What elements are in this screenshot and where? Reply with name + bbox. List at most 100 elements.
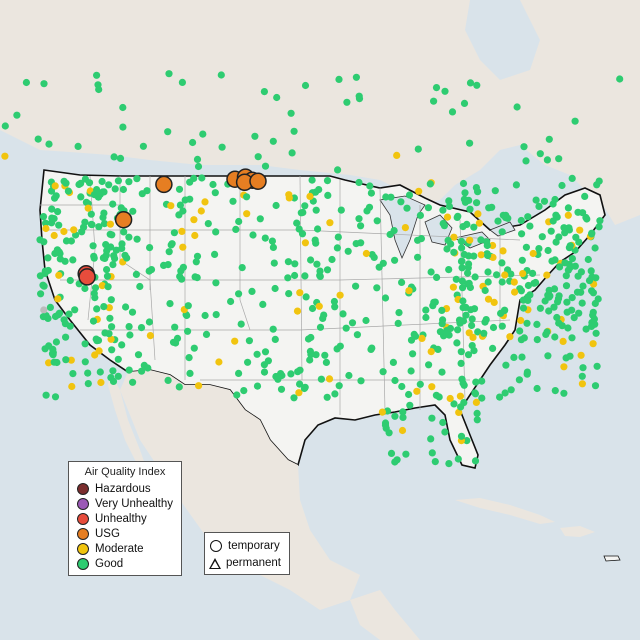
monitor-dot [301,272,309,280]
monitor-dot [193,155,202,163]
monitor-dot [551,333,559,341]
monitor-dot [212,311,220,319]
monitor-dot [471,457,480,465]
monitor-dot [532,196,540,204]
monitor-dot [335,75,343,83]
monitor-dot [235,290,243,298]
monitor-dot [93,186,101,194]
monitor-dot [285,191,293,199]
monitor-dot [517,316,525,325]
monitor-dot [357,239,365,247]
monitor-dot [405,191,414,199]
legend-item-temporary: temporary [210,539,280,553]
monitor-dot [535,202,543,210]
monitor-dot [92,335,100,343]
monitor-dot [342,324,350,332]
monitor-dot [114,177,122,185]
monitor-dot [429,302,437,310]
monitor-dot [398,382,406,391]
monitor-dot [460,250,468,259]
monitor-dot [415,187,423,195]
monitor-dot [448,108,457,116]
monitor-dot [453,339,461,347]
monitor-dot [245,337,253,345]
monitor-dot [41,345,49,353]
monitor-dot [489,253,497,261]
monitor-dot [99,254,107,262]
monitor-dot [248,287,256,295]
monitor-dot [460,99,469,107]
monitor-dot [36,272,45,280]
monitor-dot [399,413,407,421]
monitor-dot [563,308,571,316]
monitor-dot [555,292,563,300]
monitor-dot [308,304,317,313]
monitor-dot [596,217,604,225]
monitor-dot [129,378,137,386]
legend-item-moderate: Moderate [77,542,144,556]
monitor-dot [167,202,175,210]
monitor-dot [460,381,468,389]
monitor-dot [296,366,304,374]
monitor-dot [323,393,331,401]
aqi-legend-title: Air Quality Index [84,466,166,478]
monitor-dot [353,331,361,339]
monitor-dot [40,80,48,88]
monitor-dot [104,283,112,291]
monitor-dot [547,227,555,235]
monitor-dot [301,239,309,247]
monitor-dot [46,303,55,311]
monitor-dot [575,238,583,246]
monitor-dot [584,255,592,264]
monitor-dot [183,311,191,320]
monitor-dot [316,323,325,331]
monitor-dot [55,221,63,229]
monitor-dot [121,251,129,259]
monitor-dot [95,223,103,231]
monitor-dot [591,244,599,252]
monitor-dot [428,383,436,391]
hispaniola-island [560,526,595,537]
monitor-dot [288,149,296,157]
monitor-dot [136,282,144,291]
monitor-dot [45,140,53,148]
monitor-dot [316,267,324,275]
monitor-dot [466,236,474,244]
monitor-dot [373,284,381,292]
monitor-dot [473,409,481,417]
monitor-dot [470,305,479,313]
monitor-dot [489,241,497,250]
monitor-dot [470,252,478,260]
monitor-dot [589,311,597,319]
monitor-dot [317,375,325,383]
legend-label: Unhealthy [95,513,147,525]
monitor-dot [416,211,424,219]
monitor-dot [81,218,89,226]
monitor-dot [217,71,225,79]
moderate-swatch [77,543,89,555]
monitor-dot [328,255,336,264]
monitor-dot [71,306,79,314]
monitor-dot [296,289,304,297]
monitor-dot [334,233,342,241]
monitor-dot [322,358,330,366]
monitor-dot [48,205,56,213]
monitor-dot [558,181,566,190]
monitor-dot [426,180,434,188]
monitor-dot [556,263,564,271]
monitor-dot [146,244,154,252]
monitor-dot [202,330,211,338]
monitor-dot [243,210,251,218]
monitor-dot [209,180,217,189]
monitor-dot [553,213,561,221]
monitor-dot [193,252,202,260]
monitor-dot [194,162,203,171]
monitor-dot [269,137,277,145]
monitor-dot [414,145,422,153]
circle-icon [210,540,222,552]
monitor-dot [355,95,364,103]
monitor-dot [457,359,465,367]
monitor-dot [475,219,483,227]
monitor-dot [269,325,277,333]
monitor-dot [268,237,276,245]
